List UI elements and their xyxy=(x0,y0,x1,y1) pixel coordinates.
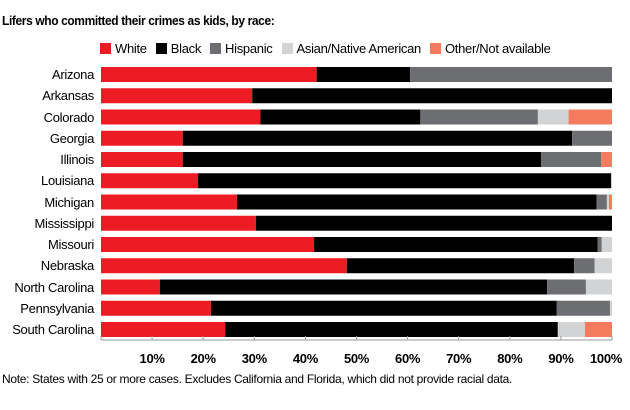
x-tick-label-20: 20% xyxy=(190,351,216,366)
bar-pennsylvania-black xyxy=(210,300,557,316)
bar-north-carolina-black xyxy=(159,279,548,295)
bar-georgia-hispanic xyxy=(572,130,612,146)
bar-pennsylvania-white xyxy=(101,300,211,316)
bar-georgia-white xyxy=(101,130,183,146)
bar-south-carolina-black xyxy=(225,322,558,337)
x-tick-label-60: 60% xyxy=(395,351,421,366)
bar-nebraska-black xyxy=(346,258,575,274)
bar-colorado-hispanic xyxy=(420,109,538,125)
x-tick-label-90: 90% xyxy=(548,351,574,366)
bar-nebraska-asian-native-american xyxy=(594,258,612,274)
bar-pennsylvania-hispanic xyxy=(556,300,610,316)
category-label-illinois: Illinois xyxy=(60,152,94,167)
legend-label-black: Black xyxy=(170,40,202,56)
bar-north-carolina-hispanic xyxy=(547,279,586,295)
bar-south-carolina-other-not-available xyxy=(584,322,612,337)
legend-label-other: Other/Not available xyxy=(444,40,551,56)
bar-arizona-white xyxy=(101,67,317,82)
legend-label-hispanic: Hispanic xyxy=(225,40,273,56)
x-tick-label-10: 10% xyxy=(139,351,165,366)
category-label-pennsylvania: Pennsylvania xyxy=(20,300,94,316)
legend-swatch-hispanic xyxy=(210,42,222,54)
bar-colorado-other-not-available xyxy=(568,109,612,125)
bar-south-carolina-asian-native-american xyxy=(557,322,585,337)
bar-illinois-white xyxy=(101,152,183,167)
legend-item-hispanic: Hispanic xyxy=(210,40,273,56)
category-label-arkansas: Arkansas xyxy=(42,88,94,104)
x-tick-label-40: 40% xyxy=(292,351,318,366)
bar-nebraska-hispanic xyxy=(574,258,595,274)
bar-louisiana-asian-native-american xyxy=(610,173,612,189)
category-label-missouri: Missouri xyxy=(48,237,94,252)
bar-arkansas-black xyxy=(252,88,612,104)
legend: White Black Hispanic Asian/Native Americ… xyxy=(100,40,560,56)
x-tick-label-70: 70% xyxy=(446,351,472,366)
category-label-michigan: Michigan xyxy=(44,194,94,210)
bar-nebraska-white xyxy=(101,258,347,274)
category-label-north-carolina: North Carolina xyxy=(14,279,94,295)
bar-louisiana-white xyxy=(101,173,199,189)
bar-michigan-hispanic xyxy=(596,194,607,210)
bar-arizona-black xyxy=(316,67,411,82)
category-label-louisiana: Louisiana xyxy=(41,173,94,189)
x-tick-label-100: 100% xyxy=(589,351,623,366)
legend-item-asian-native-american: Asian/Native American xyxy=(281,40,422,56)
x-tick-label-80: 80% xyxy=(497,351,523,366)
category-label-arizona: Arizona xyxy=(52,67,94,82)
legend-item-black: Black xyxy=(155,40,202,56)
bar-colorado-white xyxy=(101,109,261,125)
legend-swatch-other xyxy=(429,42,441,54)
bar-missouri-hispanic xyxy=(597,237,602,252)
bar-missouri-white xyxy=(101,237,315,252)
bar-mississippi-white xyxy=(101,215,256,231)
bar-michigan-other-not-available xyxy=(608,194,612,210)
bar-louisiana-black xyxy=(198,173,611,189)
bar-pennsylvania-asian-native-american xyxy=(609,300,612,316)
x-tick-label-50: 50% xyxy=(343,351,370,366)
chart-title: Lifers who committed their crimes as kid… xyxy=(2,13,275,28)
bar-colorado-asian-native-american xyxy=(537,109,569,125)
bar-north-carolina-asian-native-american xyxy=(585,279,612,295)
category-label-mississippi: Mississippi xyxy=(34,215,94,231)
bar-michigan-black xyxy=(236,194,597,210)
legend-label-white: White xyxy=(115,40,147,56)
x-tick-label-30: 30% xyxy=(241,351,267,366)
category-label-georgia: Georgia xyxy=(49,130,94,146)
bar-michigan-asian-native-american xyxy=(606,194,609,210)
legend-item-other: Other/Not available xyxy=(429,40,551,56)
category-label-colorado: Colorado xyxy=(43,109,95,125)
category-label-south-carolina: South Carolina xyxy=(12,322,94,337)
bar-missouri-black xyxy=(314,237,598,252)
legend-label-asian-native-american: Asian/Native American xyxy=(296,40,422,56)
category-label-nebraska: Nebraska xyxy=(40,258,95,274)
bar-missouri-asian-native-american xyxy=(601,237,612,252)
bar-illinois-hispanic xyxy=(540,152,602,167)
legend-swatch-asian-native-american xyxy=(281,42,293,54)
footnote: Note: States with 25 or more cases. Excl… xyxy=(2,372,513,386)
bar-north-carolina-white xyxy=(101,279,160,295)
legend-item-white: White xyxy=(100,41,147,56)
bar-colorado-black xyxy=(260,109,421,125)
bar-south-carolina-white xyxy=(101,322,226,337)
legend-swatch-black xyxy=(155,42,167,54)
bar-georgia-black xyxy=(182,130,573,146)
bar-illinois-other-not-available xyxy=(601,152,612,167)
bar-arizona-hispanic xyxy=(410,67,612,82)
bar-mississippi-black xyxy=(255,215,612,231)
legend-swatch-white xyxy=(100,42,111,54)
bar-michigan-white xyxy=(101,194,237,210)
bar-illinois-black xyxy=(182,152,541,167)
bar-arkansas-white xyxy=(101,88,253,104)
